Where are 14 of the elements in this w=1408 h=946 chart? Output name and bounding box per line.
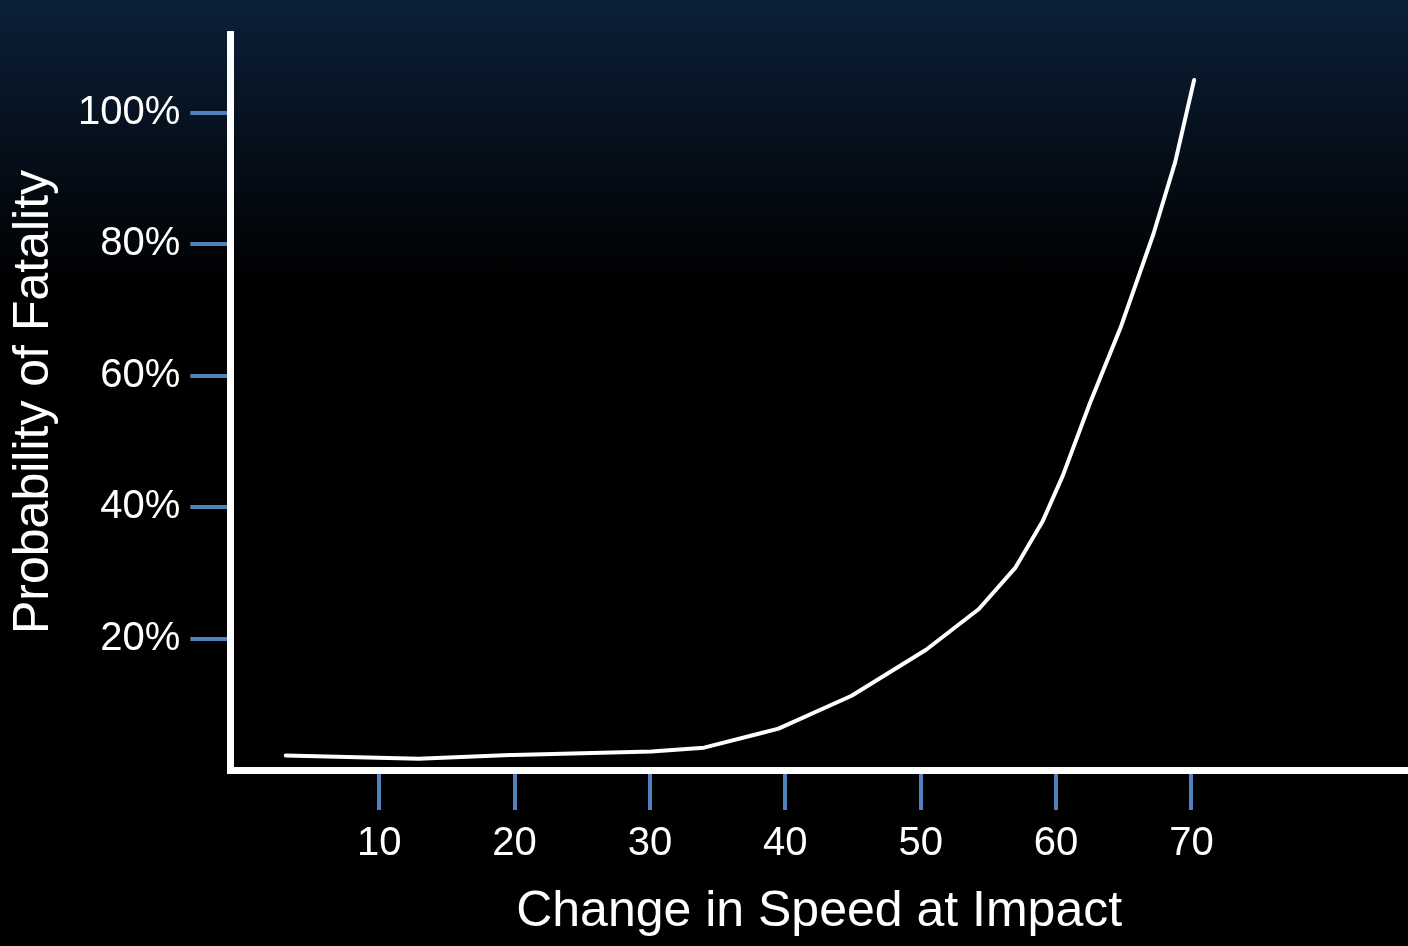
y-tick-label: 20% xyxy=(100,613,181,658)
y-axis-title: Probability of Fatality xyxy=(2,169,59,635)
x-tick-label: 10 xyxy=(356,819,402,864)
y-tick-label: 60% xyxy=(100,350,181,395)
y-tick-label: 40% xyxy=(100,482,181,527)
x-axis-title: Change in Speed at Impact xyxy=(516,880,1123,937)
y-tick-label: 80% xyxy=(100,219,181,264)
x-tick-label: 50 xyxy=(898,819,943,864)
x-tick-label: 20 xyxy=(492,819,537,864)
y-tick-label: 100% xyxy=(77,87,181,132)
x-tick-label: 40 xyxy=(763,819,808,864)
x-tick-label: 60 xyxy=(1033,819,1079,864)
x-tick-label: 30 xyxy=(627,819,673,864)
x-tick-label: 70 xyxy=(1169,819,1214,864)
